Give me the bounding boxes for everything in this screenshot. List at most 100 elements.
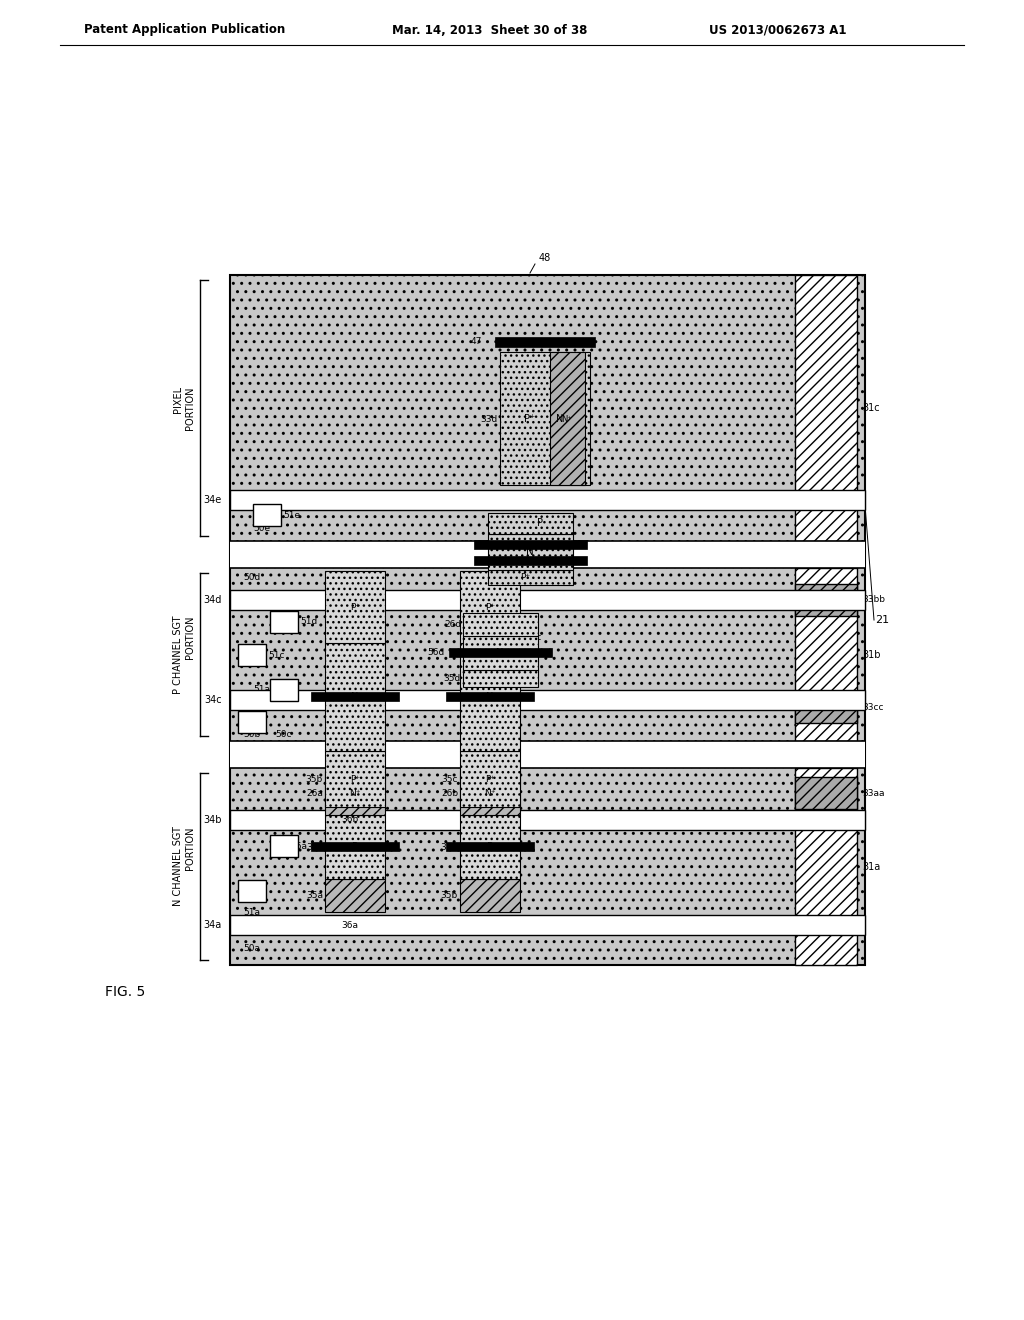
Text: N: N — [526, 546, 534, 557]
Text: 26c: 26c — [441, 602, 458, 611]
Text: 33bb: 33bb — [862, 595, 885, 605]
Text: 26d: 26d — [443, 620, 461, 630]
Text: 37a: 37a — [306, 842, 323, 851]
Text: 34a: 34a — [204, 920, 222, 931]
Bar — [795, 275, 857, 541]
Bar — [238, 644, 266, 667]
Text: 21: 21 — [874, 615, 889, 624]
Bar — [230, 741, 865, 768]
Bar — [474, 556, 587, 565]
Text: 51e: 51e — [283, 511, 300, 520]
Text: 33d: 33d — [453, 556, 470, 565]
Bar — [460, 572, 520, 643]
Text: 35c: 35c — [441, 775, 458, 784]
Text: 56b: 56b — [290, 692, 307, 701]
Text: 26b: 26b — [441, 788, 458, 797]
Bar — [795, 777, 857, 809]
Text: 35d: 35d — [443, 675, 461, 682]
Text: N⁺: N⁺ — [484, 788, 496, 797]
Text: 36b: 36b — [341, 816, 358, 825]
Text: P: P — [487, 842, 493, 851]
Bar — [325, 751, 385, 807]
Text: 36b: 36b — [525, 602, 543, 611]
Text: 31b: 31b — [862, 649, 881, 660]
Bar — [550, 352, 585, 484]
Text: 48: 48 — [539, 253, 551, 263]
Text: 52: 52 — [275, 685, 287, 694]
Text: 33aa: 33aa — [862, 788, 885, 797]
Bar — [230, 915, 865, 935]
Text: 31c: 31c — [862, 403, 880, 413]
Text: PIXEL
PORTION: PIXEL PORTION — [173, 387, 195, 430]
Bar — [488, 535, 573, 570]
Text: P⁺: P⁺ — [524, 414, 536, 424]
Text: 47: 47 — [471, 338, 482, 346]
Bar — [311, 692, 399, 701]
Text: 45d: 45d — [469, 573, 486, 582]
Bar — [460, 751, 520, 807]
Bar — [795, 768, 857, 965]
Text: P⁺: P⁺ — [350, 775, 360, 784]
Text: P⁺: P⁺ — [485, 602, 495, 611]
Text: N: N — [486, 692, 494, 702]
Bar — [460, 814, 520, 879]
Text: 35b: 35b — [440, 891, 458, 900]
Text: P⁺: P⁺ — [485, 775, 495, 784]
Bar — [230, 490, 865, 510]
Bar — [230, 275, 865, 965]
Bar — [795, 690, 857, 723]
Text: 37c: 37c — [525, 693, 542, 701]
Bar — [230, 541, 865, 568]
Text: N: N — [497, 648, 504, 657]
Text: 31a: 31a — [862, 862, 881, 871]
Bar — [474, 540, 587, 549]
Text: 43: 43 — [459, 540, 470, 549]
Text: 50e: 50e — [253, 524, 270, 533]
Text: N⁺: N⁺ — [349, 788, 360, 797]
Bar — [325, 879, 385, 912]
Bar — [311, 842, 399, 851]
Bar — [325, 771, 385, 814]
Text: P CHANNEL SGT
PORTION: P CHANNEL SGT PORTION — [173, 615, 195, 694]
Bar — [230, 690, 865, 710]
Bar — [446, 692, 534, 701]
Bar — [495, 337, 595, 347]
Text: 26b: 26b — [306, 602, 323, 611]
Text: 56d: 56d — [428, 648, 445, 657]
Text: P: P — [537, 519, 543, 528]
Bar — [449, 648, 552, 657]
Bar — [253, 504, 281, 525]
Text: 50a: 50a — [244, 944, 260, 953]
Bar — [463, 636, 538, 671]
Bar — [325, 814, 385, 879]
Bar — [463, 612, 538, 636]
Text: N: N — [351, 692, 358, 702]
Text: 37c: 37c — [441, 693, 458, 701]
Text: 51d: 51d — [300, 618, 317, 627]
Text: 33d: 33d — [480, 414, 498, 424]
Text: 56c: 56c — [426, 692, 442, 701]
Text: 50d: 50d — [244, 573, 261, 582]
Text: 35b: 35b — [306, 775, 323, 784]
Text: 26c: 26c — [525, 632, 542, 642]
Text: P⁺: P⁺ — [350, 602, 360, 611]
Text: 51c: 51c — [268, 651, 285, 660]
Text: P⁺: P⁺ — [520, 573, 530, 582]
Text: 37b: 37b — [306, 693, 323, 701]
Bar — [500, 352, 590, 484]
Bar — [795, 568, 857, 741]
Bar — [795, 583, 857, 616]
Text: 34e: 34e — [204, 495, 222, 506]
Text: N⁺: N⁺ — [561, 414, 572, 424]
Text: 51a: 51a — [253, 685, 270, 694]
Text: US 2013/0062673 A1: US 2013/0062673 A1 — [710, 24, 847, 37]
Bar — [270, 611, 298, 634]
Bar — [270, 836, 298, 857]
Bar — [460, 643, 520, 751]
Bar — [460, 879, 520, 912]
Text: 36a: 36a — [341, 920, 358, 929]
Bar — [238, 880, 266, 902]
Text: 50b: 50b — [244, 730, 261, 739]
Bar — [270, 678, 298, 701]
Text: 51a: 51a — [244, 908, 260, 917]
